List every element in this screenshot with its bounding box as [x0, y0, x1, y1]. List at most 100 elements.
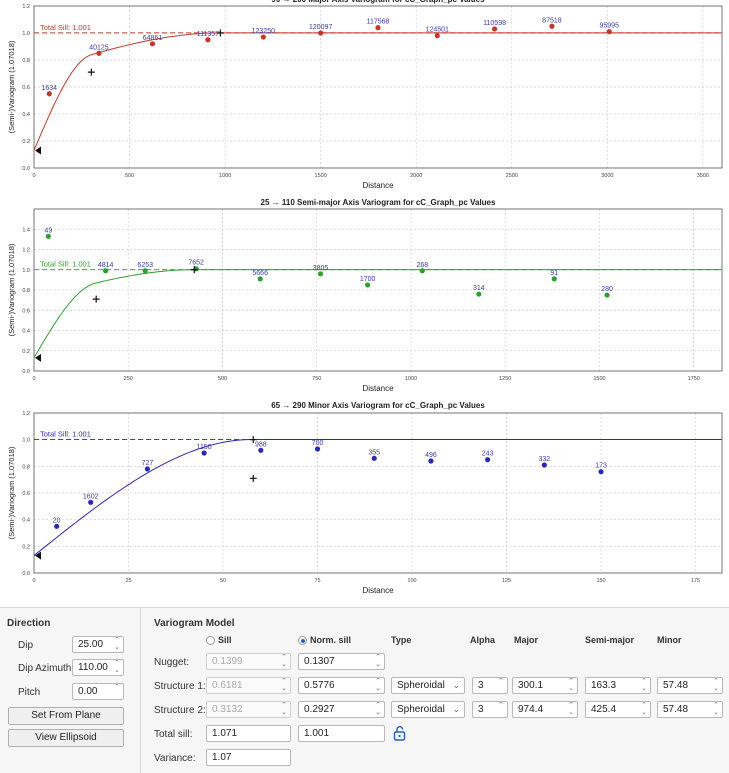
norm-sill-radio-label[interactable]: Norm. sill: [310, 635, 352, 645]
chart3-plot-frame: [33, 412, 723, 574]
dip-azimuth-spinner-icon[interactable]: ⌃ ⌄: [114, 660, 120, 674]
chevron-down-icon[interactable]: ⌄: [452, 680, 460, 690]
sill-radio-label[interactable]: Sill: [218, 635, 232, 645]
structure-2-alpha-input[interactable]: 3 ⌃: [472, 701, 508, 718]
chart3-data-point: [598, 469, 604, 475]
chart2-plot-frame: [33, 208, 723, 372]
chart3-data-point: [258, 447, 264, 453]
structure-2-major-value: 974.4: [518, 704, 544, 715]
pitch-input[interactable]: 0.00 ⌃: [72, 683, 124, 700]
chart1-data-point: [96, 50, 102, 56]
pitch-spinner-icon[interactable]: ⌃: [114, 684, 120, 691]
view-ellipsoid-button[interactable]: View Ellipsoid: [8, 729, 124, 747]
dip-spinner-icon[interactable]: ⌃ ⌄: [114, 637, 120, 651]
chart3-point-label: 700: [312, 440, 324, 447]
structure-2-major-spinner-icon[interactable]: ⌃ ⌄: [568, 702, 574, 716]
minor-header: Minor: [657, 635, 682, 645]
structure-1-major-spinner-icon[interactable]: ⌃ ⌄: [568, 678, 574, 692]
major-header: Major: [514, 635, 539, 645]
chart1-point-label: 40125: [89, 44, 109, 51]
semi-major-header: Semi-major: [585, 635, 635, 645]
total-norm-sill-field: 1.001: [298, 725, 385, 742]
chart2-point-label: 3805: [313, 265, 329, 272]
chart2-title: 25 → 110 Semi-major Axis Variogram for c…: [261, 198, 496, 207]
chart2-point-label: 91: [550, 270, 558, 277]
nugget-norm-spinner-icon[interactable]: ⌃ ⌄: [375, 654, 381, 668]
chart3-data-point: [201, 450, 207, 456]
dip-input[interactable]: 25.00 ⌃ ⌄: [72, 636, 124, 653]
direction-title: Direction: [7, 618, 51, 629]
pitch-value: 0.00: [78, 686, 98, 697]
structure-1-norm-input[interactable]: 0.5776 ⌃ ⌄: [298, 677, 385, 694]
structure-2-type-select[interactable]: Spheroidal ⌄: [391, 701, 465, 718]
chart3-data-point: [541, 462, 547, 468]
chart3-x-tick-label: 100: [407, 578, 416, 584]
chart2-data-point: [365, 282, 371, 288]
unlock-icon[interactable]: [393, 725, 407, 741]
chart1-point-label: 124501: [426, 27, 449, 34]
structure-1-minor-input[interactable]: 57.48 ⌃ ⌄: [657, 677, 723, 694]
chart2-point-label: 280: [601, 286, 613, 293]
chart3-y-axis-label: (Semi-)Variogram (1.07018): [7, 446, 16, 539]
dip-azimuth-input[interactable]: 110.00 ⌃ ⌄: [72, 659, 124, 676]
structure-1-major-input[interactable]: 300.1 ⌃ ⌄: [512, 677, 578, 694]
structure-2-semi-major-input[interactable]: 425.4 ⌃ ⌄: [585, 701, 651, 718]
structure-1-semi-major-value: 163.3: [591, 680, 617, 691]
structure-2-major-input[interactable]: 974.4 ⌃ ⌄: [512, 701, 578, 718]
structure-1-semi-major-input[interactable]: 163.3 ⌃ ⌄: [585, 677, 651, 694]
structure-1-type-select[interactable]: Spheroidal ⌄: [391, 677, 465, 694]
variogram-model-title: Variogram Model: [154, 618, 235, 629]
sill-radio[interactable]: [206, 636, 215, 645]
chart2-point-label: 7652: [188, 260, 204, 267]
structure-2-semi-major-value: 425.4: [591, 704, 617, 715]
chart2-x-tick-label: 750: [312, 376, 321, 382]
structure-2-semi-major-spinner-icon[interactable]: ⌃ ⌄: [641, 702, 647, 716]
chart3-data-point: [314, 446, 321, 452]
chart1-y-tick-label: 0.6: [22, 85, 30, 91]
structure-1-semi-major-spinner-icon[interactable]: ⌃ ⌄: [641, 678, 647, 692]
chart2-data-point: [317, 271, 324, 277]
structure-2-minor-input[interactable]: 57.48 ⌃ ⌄: [657, 701, 723, 718]
chart2-data-point: [551, 276, 557, 282]
chart3-y-tick-label: 0.8: [22, 464, 30, 470]
chart1-range-handle-marker: [216, 29, 224, 37]
nugget-norm-input[interactable]: 0.1307 ⌃ ⌄: [298, 653, 385, 670]
chart1-data-point: [318, 30, 324, 36]
chart2-data-point: [604, 292, 610, 298]
structure-1-alpha-value: 3: [478, 680, 484, 691]
chart2-x-tick-label: 1000: [405, 376, 417, 382]
chart1-point-label: 123250: [252, 28, 275, 35]
structure-2-alpha-spinner-icon[interactable]: ⌃: [498, 702, 504, 709]
chart3-title: 65 → 290 Minor Axis Variogram for cC_Gra…: [271, 401, 485, 410]
chart3-model-curve: [33, 439, 722, 556]
structure-1-norm-value: 0.5776: [304, 680, 335, 691]
structure-1-minor-spinner-icon[interactable]: ⌃ ⌄: [713, 678, 719, 692]
chart1-data-point: [46, 91, 52, 97]
chart2-y-axis-label: (Semi-)Variogram (1.07018): [7, 243, 16, 336]
structure-1-minor-value: 57.48: [663, 680, 689, 691]
chart1-x-tick-label: 3500: [697, 173, 709, 179]
structure-2-norm-spinner-icon[interactable]: ⌃ ⌄: [375, 702, 381, 716]
chart3-y-tick-label: 1.2: [22, 411, 30, 417]
chart2-x-tick-label: 500: [218, 376, 227, 382]
chevron-down-icon[interactable]: ⌄: [452, 704, 460, 714]
chart2-model-curve: [33, 269, 722, 359]
structure-1-alpha-spinner-icon[interactable]: ⌃: [498, 678, 504, 685]
structure-2-norm-input[interactable]: 0.2927 ⌃ ⌄: [298, 701, 385, 718]
chart1-point-label: 110598: [483, 20, 506, 27]
norm-sill-radio[interactable]: [298, 636, 307, 645]
chart3-point-label: 1150: [197, 444, 212, 451]
chart3-x-tick-label: 0: [32, 578, 35, 584]
set-from-plane-button[interactable]: Set From Plane: [8, 707, 124, 725]
chart1-y-tick-label: 1.2: [22, 4, 30, 10]
chart1-y-tick-label: 0.8: [22, 58, 30, 64]
structure-1-sill-input: 0.6181 ⌃ ⌄: [206, 677, 291, 694]
chart2-y-tick-label: 0.4: [22, 329, 30, 335]
structure-2-minor-spinner-icon[interactable]: ⌃ ⌄: [713, 702, 719, 716]
nugget-sill-input: 0.1399 ⌃ ⌄: [206, 653, 291, 670]
structure-1-alpha-input[interactable]: 3 ⌃: [472, 677, 508, 694]
variogram-chart-canvas: 0 500 1000 1500 2000 2500 3000 35000.00.20.40.6…: [7, 0, 723, 595]
structure-2-sill-value: 0.3132: [212, 704, 243, 715]
structure-1-norm-spinner-icon[interactable]: ⌃ ⌄: [375, 678, 381, 692]
chart2-point-label: 1700: [360, 276, 376, 283]
